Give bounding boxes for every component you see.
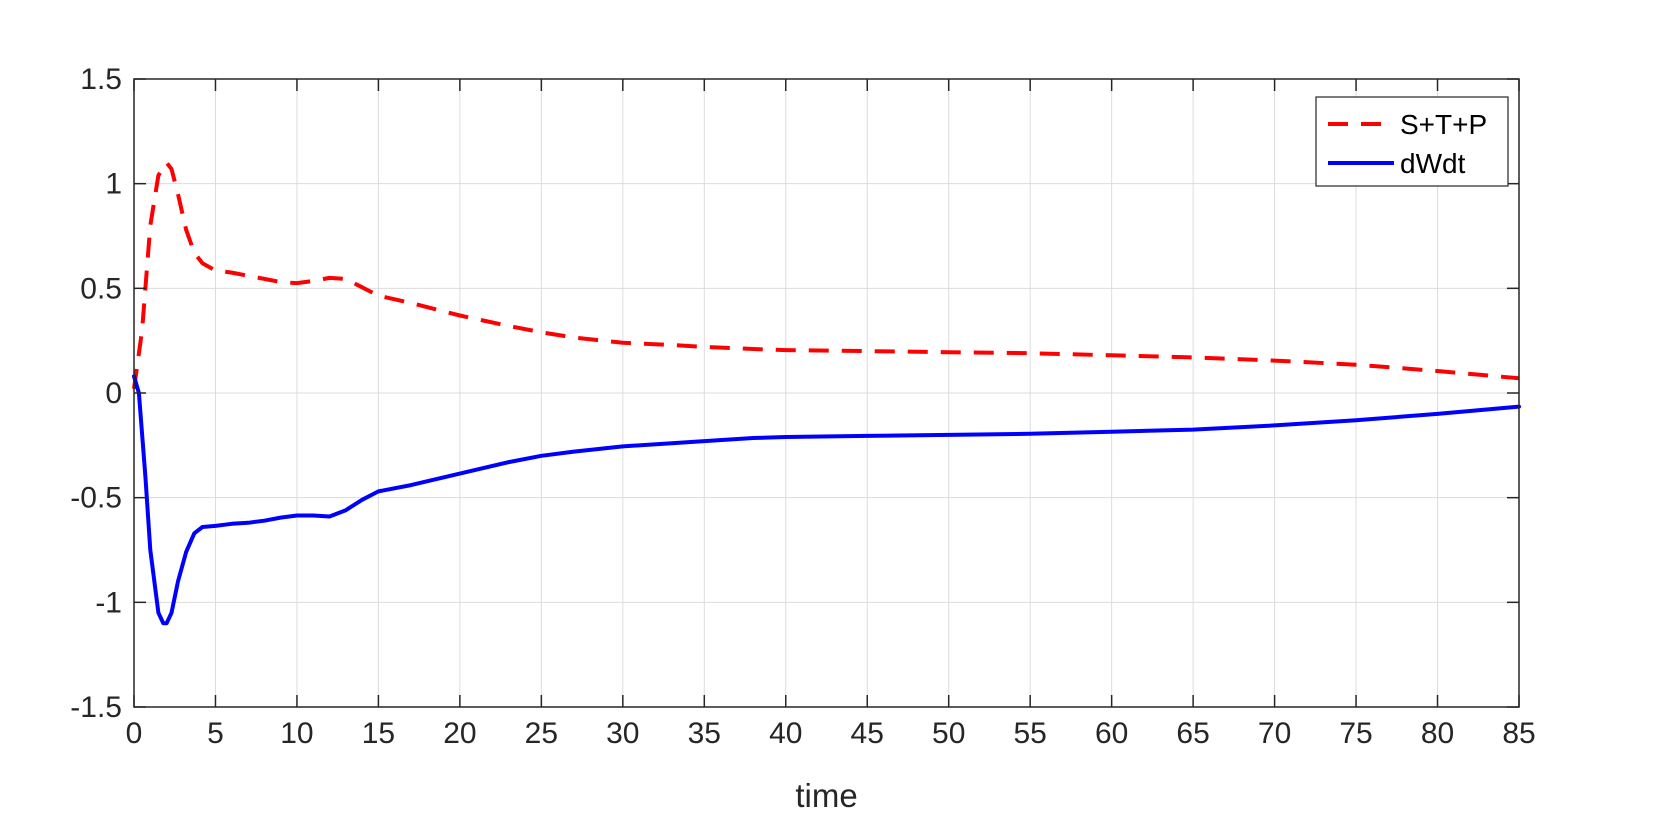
x-tick-label: 15 (362, 717, 395, 750)
x-tick-label: 70 (1258, 717, 1291, 750)
y-tick-label: 1 (105, 168, 122, 201)
y-tick-label: 0.5 (80, 272, 122, 305)
y-tick-label: 1.5 (80, 63, 122, 96)
y-tick-label: 0 (105, 377, 122, 410)
x-tick-label: 50 (932, 717, 965, 750)
x-tick-label: 20 (443, 717, 476, 750)
x-tick-label: 55 (1013, 717, 1046, 750)
x-tick-label: 40 (769, 717, 802, 750)
legend-box (1315, 96, 1509, 187)
y-tick-label: -0.5 (70, 482, 122, 515)
x-axis-label: time (795, 777, 857, 814)
y-axis-ticks: -1.5 -1 -0.5 0 0.5 1 1.5 (70, 63, 1519, 724)
x-tick-label: 65 (1176, 717, 1209, 750)
x-tick-label: 30 (606, 717, 639, 750)
grid (134, 79, 1519, 707)
x-tick-label: 75 (1339, 717, 1372, 750)
legend-label-1: dWdt (1400, 148, 1466, 179)
y-tick-label: -1.5 (70, 691, 122, 724)
x-tick-label: 80 (1421, 717, 1454, 750)
x-axis-ticks: 0 5 10 15 20 25 30 35 40 45 50 55 60 65 70 75 80 85 (126, 79, 1536, 750)
series-lines (132, 160, 1521, 626)
x-tick-label: 60 (1095, 717, 1128, 750)
legend-label-0: S+T+P (1400, 109, 1487, 140)
series-line-0 (132, 160, 1520, 390)
legend: S+T+P dWdt (1315, 96, 1509, 187)
x-tick-label: 5 (207, 717, 224, 750)
x-tick-label: 10 (280, 717, 313, 750)
series-line-1 (132, 374, 1521, 626)
x-tick-label: 25 (525, 717, 558, 750)
x-tick-label: 35 (688, 717, 721, 750)
y-tick-label: -1 (95, 586, 122, 619)
x-tick-label: 45 (851, 717, 884, 750)
x-tick-label: 85 (1502, 717, 1535, 750)
x-tick-label: 0 (126, 717, 143, 750)
